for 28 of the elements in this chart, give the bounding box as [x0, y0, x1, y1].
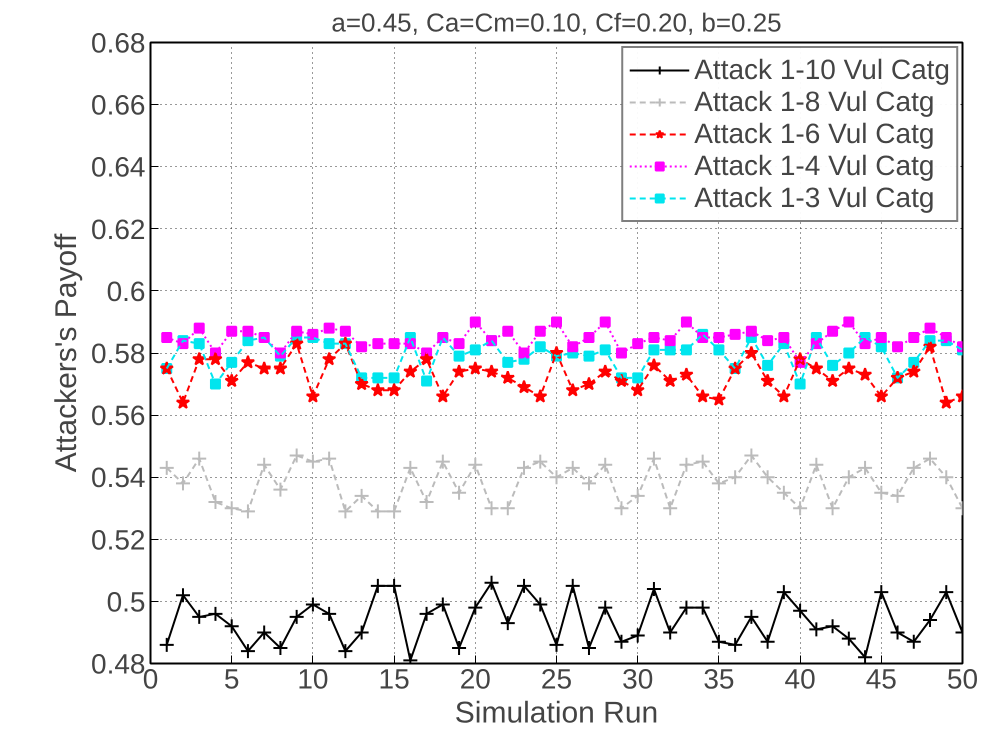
- legend-label: Attack 1-10 Vul Catg: [694, 54, 950, 86]
- legend-label: Attack 1-8 Vul Catg: [694, 86, 934, 118]
- x-axis-title: Simulation Run: [454, 696, 658, 730]
- x-tick-label: 40: [784, 664, 816, 694]
- x-tick-label: 5: [224, 664, 240, 694]
- y-tick-label: 0.56: [91, 400, 146, 432]
- x-tick-label: 15: [378, 664, 410, 694]
- x-tick-label: 30: [622, 664, 654, 694]
- x-tick-label: 50: [946, 664, 978, 694]
- chart-title: a=0.45, Ca=Cm=0.10, Cf=0.20, b=0.25: [331, 8, 782, 38]
- y-tick-label: 0.5: [106, 586, 146, 618]
- x-tick-label: 25: [540, 664, 572, 694]
- x-tick-label: 10: [297, 664, 328, 694]
- y-tick-label: 0.66: [91, 90, 146, 121]
- y-tick-label: 0.58: [91, 338, 146, 369]
- y-axis-title: Attackers's Payoff: [50, 233, 84, 472]
- y-tick-label: 0.54: [91, 462, 146, 494]
- x-tick-label: 35: [703, 664, 734, 694]
- x-tick-label: 45: [866, 664, 897, 694]
- legend-label: Attack 1-6 Vul Catg: [694, 118, 934, 150]
- y-tick-label: 0.68: [91, 28, 146, 58]
- x-tick-label: 20: [460, 664, 491, 694]
- legend-label: Attack 1-4 Vul Catg: [694, 150, 934, 182]
- y-tick-label: 0.6: [106, 276, 146, 307]
- legend-label: Attack 1-3 Vul Catg: [694, 182, 934, 214]
- y-tick-label: 0.52: [91, 524, 146, 556]
- y-tick-label: 0.64: [91, 152, 146, 183]
- y-tick-label: 0.62: [91, 214, 146, 245]
